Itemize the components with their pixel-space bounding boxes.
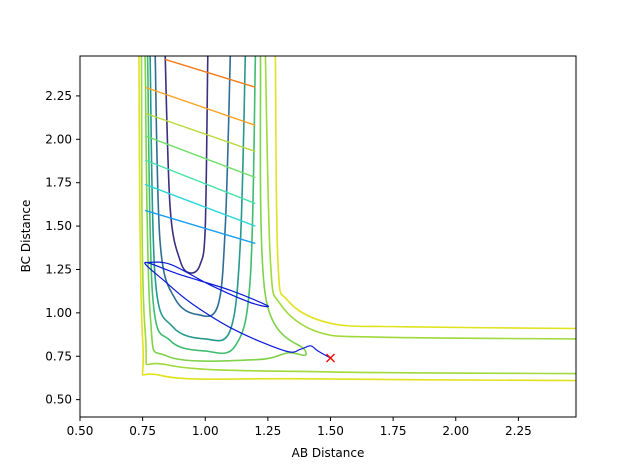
contour-line-6: [264, 56, 576, 340]
x-axis-label: AB Distance: [292, 446, 365, 460]
contour-line-1: [154, 56, 232, 318]
y-tick-label: 1.50: [45, 219, 72, 233]
x-tick-label: 0.75: [129, 424, 156, 438]
contour-line-7: [138, 56, 576, 382]
y-tick-label: 1.25: [45, 262, 72, 276]
x-tick-label: 1.00: [192, 424, 219, 438]
contour-line-2: [149, 56, 247, 342]
y-tick-label: 2.25: [45, 89, 72, 103]
contour-segment-3: [144, 135, 256, 179]
x-tick-label: 2.00: [442, 424, 469, 438]
x-tick-label: 2.25: [505, 424, 532, 438]
start-marker-x: [326, 353, 335, 363]
contour-line-8: [274, 56, 576, 330]
contour-line-4: [144, 56, 307, 362]
y-tick-label: 2.00: [45, 132, 72, 146]
x-tick-label: 1.25: [255, 424, 282, 438]
plot-area: [138, 56, 576, 382]
trajectory-line: [144, 261, 331, 359]
contour-segment-4: [144, 159, 256, 205]
x-tick-label: 1.50: [317, 424, 344, 438]
contour-line-3: [146, 56, 257, 355]
y-tick-label: 1.00: [45, 306, 72, 320]
y-tick-label: 1.75: [45, 176, 72, 190]
contour-line-5: [140, 56, 576, 375]
contour-segment-6: [144, 209, 256, 245]
y-axis-label: BC Distance: [19, 200, 33, 273]
axes: 0.50 0.75 1.00 1.25 1.50 1.75 2.00 2.25 0.50 0.75…: [45, 89, 531, 438]
y-tick-label: 0.50: [45, 393, 72, 407]
x-tick-label: 0.50: [67, 424, 94, 438]
contour-segment-5: [144, 183, 256, 227]
x-tick-label: 1.75: [380, 424, 407, 438]
contour-line-0: [164, 56, 209, 274]
y-tick-label: 0.75: [45, 349, 72, 363]
plot-frame: [79, 55, 577, 418]
contour-segment-2: [144, 112, 256, 153]
contour-segment-0: [164, 58, 256, 88]
contour-segment-1: [144, 86, 256, 127]
